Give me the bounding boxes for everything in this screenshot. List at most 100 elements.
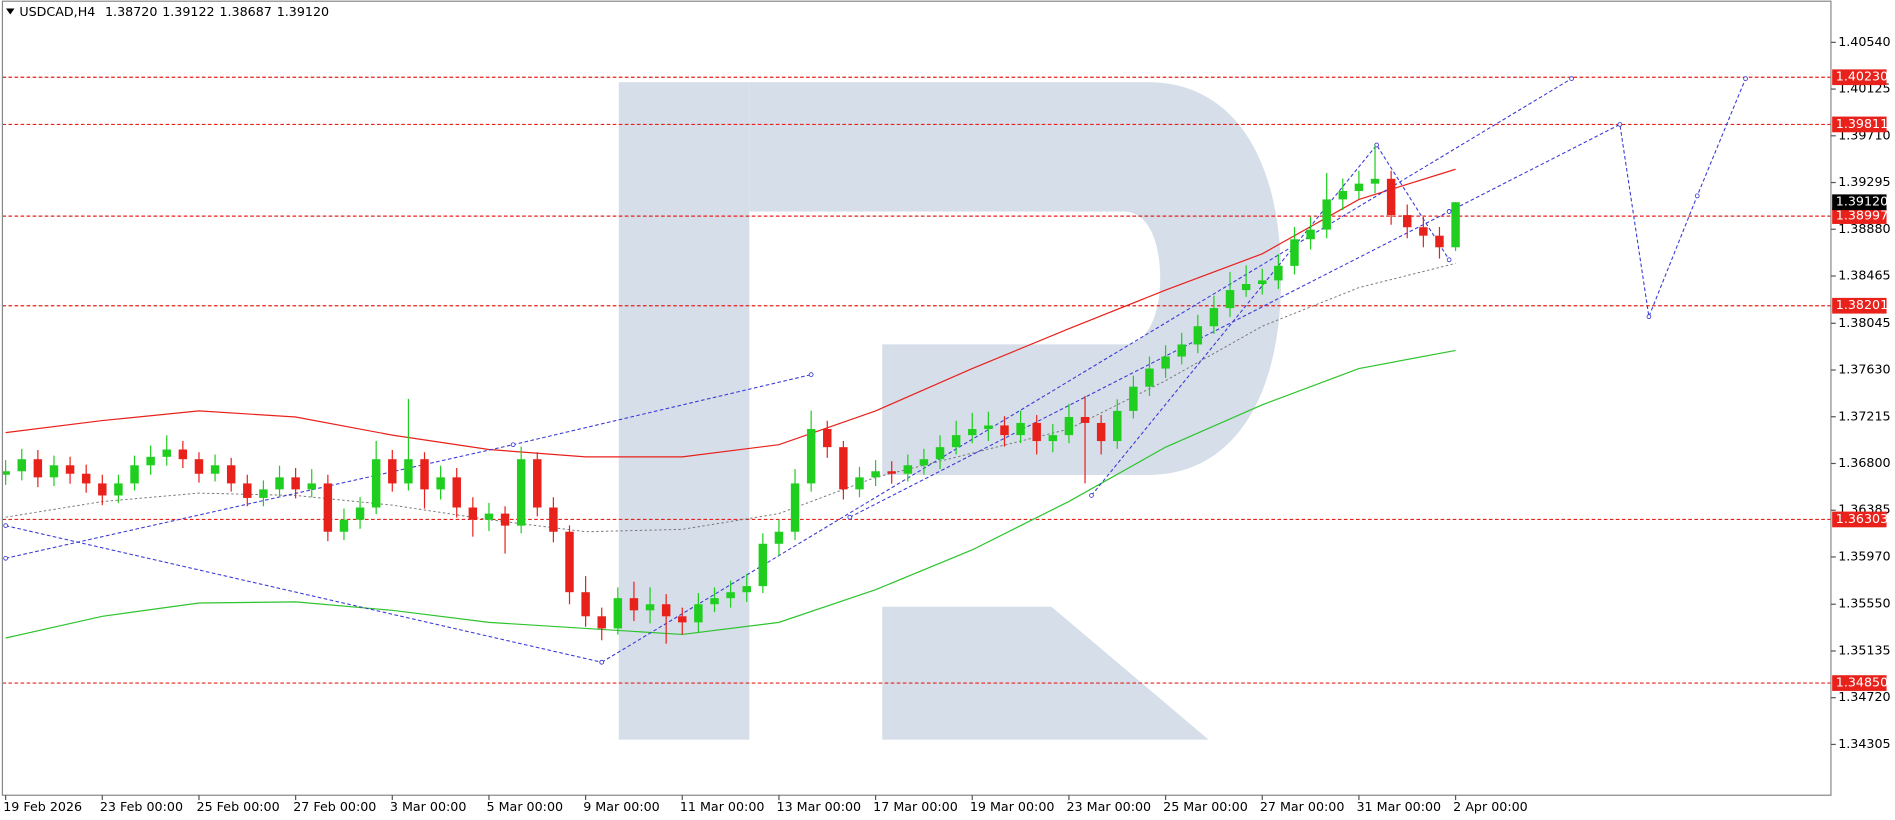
- drawing-point: [808, 372, 814, 377]
- candle-body: [162, 449, 171, 457]
- menu-triangle: [6, 8, 15, 15]
- candle-body: [484, 513, 494, 520]
- candle-body: [903, 465, 913, 474]
- y-tick-label: 1.36800: [1838, 455, 1890, 470]
- y-tick-label: 1.40540: [1838, 34, 1890, 49]
- candle-body: [323, 483, 333, 532]
- candle-body: [307, 483, 316, 490]
- candle-body: [194, 459, 204, 474]
- level-label: 1.36303: [1836, 511, 1888, 526]
- drawing-point: [1646, 314, 1652, 320]
- candle-body: [1080, 416, 1090, 423]
- candle-body: [146, 456, 155, 466]
- candle-body: [935, 447, 945, 460]
- candle-body: [1322, 199, 1331, 230]
- candle-body: [1370, 178, 1380, 184]
- candle-body: [33, 459, 43, 478]
- y-tick-label: 1.37630: [1838, 362, 1890, 377]
- y-tick-label: 1.35550: [1838, 596, 1890, 611]
- candle-body: [65, 465, 75, 474]
- y-tick-label: 1.35970: [1838, 548, 1890, 563]
- candle-body: [806, 429, 816, 484]
- trend-drawing: [1448, 78, 1747, 319]
- x-tick-label: 5 Mar 00:00: [487, 799, 564, 814]
- y-tick-label: 1.39295: [1838, 174, 1890, 189]
- x-tick-label: 19 Mar 00:00: [970, 799, 1055, 814]
- candle-body: [533, 459, 542, 508]
- level-label: 1.38997: [1836, 208, 1888, 223]
- x-tick-label: 23 Mar 00:00: [1067, 799, 1152, 814]
- candle-body: [1096, 422, 1106, 442]
- drawing-point: [847, 514, 853, 520]
- candle-body: [774, 531, 784, 544]
- y-tick-label: 1.38045: [1838, 315, 1890, 330]
- candle-body: [1451, 202, 1460, 248]
- candle-body: [968, 429, 977, 436]
- level-label-bg: [1832, 297, 1887, 314]
- candle-body: [500, 513, 510, 526]
- drawing-point: [510, 442, 516, 448]
- candle-body: [259, 489, 268, 498]
- level-label: 1.39811: [1836, 116, 1888, 131]
- candle-body: [629, 598, 639, 611]
- trend-drawing: [849, 210, 1450, 518]
- x-tick-label: 13 Mar 00:00: [777, 799, 862, 814]
- candle-body: [565, 531, 574, 593]
- candle-body: [1113, 410, 1122, 442]
- candle-body: [98, 483, 107, 496]
- candle-body: [2, 471, 10, 475]
- candle-body: [790, 483, 800, 532]
- candle-body: [1419, 227, 1428, 236]
- candle-body: [887, 471, 896, 474]
- x-tick-label: 27 Feb 00:00: [293, 799, 376, 814]
- drawing-point: [1617, 122, 1623, 127]
- candle-body: [420, 459, 429, 490]
- level-label: 1.38201: [1836, 297, 1888, 312]
- candle-body: [452, 477, 461, 508]
- candle-body: [81, 473, 91, 484]
- symbol: USDCAD,H4: [19, 4, 95, 19]
- drawing-point: [599, 659, 605, 665]
- level-label: 1.34850: [1836, 675, 1888, 690]
- header-close: 1.39120: [277, 4, 329, 19]
- drawing-point: [1694, 193, 1700, 199]
- candle-body: [130, 465, 139, 484]
- candle-body: [871, 471, 880, 478]
- candle-body: [516, 459, 526, 526]
- candle-body: [468, 507, 478, 520]
- candle-body: [210, 465, 220, 474]
- candle-body: [581, 592, 590, 617]
- candle-body: [1161, 356, 1170, 369]
- candle-body: [114, 483, 123, 496]
- drawing-point: [1446, 209, 1452, 214]
- candle-body: [742, 586, 751, 593]
- x-tick-label: 23 Feb 00:00: [100, 799, 183, 814]
- candle-body: [1145, 368, 1154, 387]
- y-tick-label: 1.38465: [1838, 267, 1890, 282]
- header: USDCAD,H4 1.38720 1.39122 1.38687 1.39120: [19, 4, 329, 19]
- candle-body: [436, 477, 445, 490]
- header-open: 1.38720: [105, 4, 157, 19]
- candle-body: [291, 477, 300, 490]
- x-tick-label: 25 Mar 00:00: [1163, 799, 1248, 814]
- candle-body: [855, 477, 864, 490]
- x-tick-label: 17 Mar 00:00: [873, 799, 958, 814]
- candle-body: [178, 449, 188, 460]
- candle-body: [726, 592, 735, 599]
- candle-body: [388, 459, 397, 484]
- y-tick-label: 1.38880: [1838, 221, 1890, 236]
- candle-body: [839, 447, 848, 490]
- candle-body: [1258, 280, 1267, 284]
- candle-body: [1193, 326, 1203, 345]
- level-label-bg: [1832, 208, 1887, 224]
- header-low: 1.38687: [219, 4, 271, 19]
- level-label-bg: [1832, 675, 1887, 691]
- candle-body: [17, 459, 26, 472]
- trend-drawing: [5, 525, 602, 663]
- candle-body: [661, 604, 671, 617]
- candle-body: [694, 604, 703, 623]
- candle-body: [1338, 190, 1348, 200]
- candle-body: [275, 477, 284, 490]
